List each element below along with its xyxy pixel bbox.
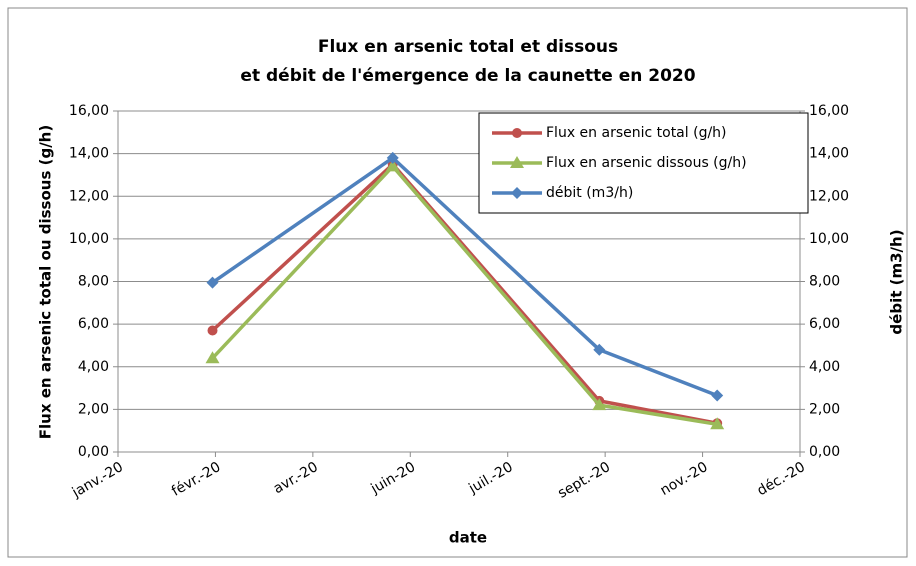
point	[711, 389, 724, 402]
chart-title: Flux en arsenic total et dissous	[318, 37, 618, 57]
legend-marker	[511, 187, 523, 199]
y2-axis-title: débit (m3/h)	[888, 229, 906, 334]
point	[593, 343, 606, 356]
point	[385, 159, 400, 172]
y2-tick-label: 6,00	[809, 316, 840, 332]
legend-text: Flux en arsenic total (g/h)	[546, 125, 727, 141]
legend-text: débit (m3/h)	[546, 185, 633, 201]
chart-frame	[7, 7, 908, 558]
y2-tick-label: 2,00	[809, 401, 840, 417]
point	[206, 276, 219, 289]
y-tick-label: 16,00	[69, 103, 109, 119]
point	[592, 398, 607, 411]
y-tick-label: 12,00	[69, 188, 109, 204]
y-tick-label: 4,00	[78, 359, 109, 375]
y-tick-label: 14,00	[69, 146, 109, 162]
y-tick-label: 0,00	[78, 444, 109, 460]
y2-tick-label: 8,00	[809, 274, 840, 290]
y-tick-label: 6,00	[78, 316, 109, 332]
y2-tick-label: 12,00	[809, 188, 849, 204]
y-tick-label: 8,00	[78, 274, 109, 290]
y2-tick-label: 10,00	[809, 231, 849, 247]
point	[386, 151, 399, 164]
point	[710, 417, 725, 430]
legend-marker	[510, 156, 524, 168]
y2-tick-label: 4,00	[809, 359, 840, 375]
series-line	[211, 164, 718, 427]
legend-marker	[512, 128, 522, 138]
point	[205, 351, 220, 364]
y-tick-label: 2,00	[78, 401, 109, 417]
chart-title: et débit de l'émergence de la caunette e…	[240, 66, 695, 86]
x-axis-title: date	[449, 529, 487, 547]
legend-text: Flux en arsenic dissous (g/h)	[546, 155, 747, 171]
y-axis-title: Flux en arsenic total ou dissous (g/h)	[37, 125, 55, 439]
y2-tick-label: 14,00	[809, 146, 849, 162]
y-tick-label: 10,00	[69, 231, 109, 247]
point	[207, 325, 218, 336]
series-line	[211, 156, 718, 398]
y2-tick-label: 0,00	[809, 444, 840, 460]
series-line	[211, 162, 718, 425]
y2-tick-label: 16,00	[809, 103, 849, 119]
